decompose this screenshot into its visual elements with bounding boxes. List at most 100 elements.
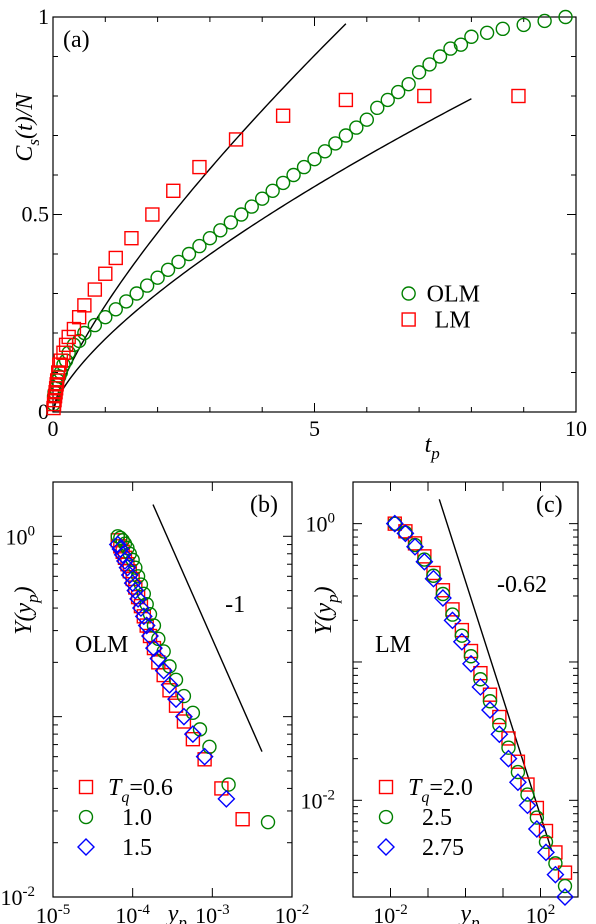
data-point <box>445 607 460 622</box>
x-tick-label: 5 <box>309 416 320 441</box>
data-point <box>492 717 507 733</box>
legend-marker <box>378 779 394 795</box>
x-tick-exp: -4 <box>137 902 150 918</box>
data-point <box>510 764 526 780</box>
y-tick-exp: 0 <box>328 511 336 527</box>
data-point <box>417 552 432 567</box>
svg-text:yp: yp <box>458 901 479 924</box>
data-point <box>520 787 535 802</box>
data-point <box>255 191 270 206</box>
data-point <box>537 13 552 29</box>
data-point <box>144 639 163 658</box>
data-point <box>426 565 441 581</box>
data-point <box>432 49 448 64</box>
data-point <box>481 700 499 719</box>
data-point <box>501 740 516 755</box>
data-point <box>406 537 424 556</box>
data-point <box>317 144 333 159</box>
data-point <box>108 302 123 317</box>
data-point <box>174 707 193 726</box>
data-point <box>56 345 71 360</box>
y-tick-base: 10 <box>306 512 328 537</box>
svg-text:tp: tp <box>425 432 440 463</box>
data-point <box>176 688 192 704</box>
data-point <box>113 545 132 564</box>
y-tick-exp: -2 <box>23 884 36 900</box>
x-tick-label: 10-3 <box>195 902 230 924</box>
data-point <box>415 552 434 571</box>
data-point <box>518 796 537 815</box>
data-point <box>548 856 563 871</box>
data-point <box>228 132 244 147</box>
legend-marker <box>378 809 394 825</box>
y-tick-label: 0 <box>38 399 49 424</box>
data-point <box>151 631 166 647</box>
x-tick-label: 10-4 <box>115 902 150 924</box>
data-point <box>511 88 526 104</box>
data-point <box>328 136 343 151</box>
legend-marker <box>77 838 95 857</box>
data-point <box>538 834 554 850</box>
panel-annotation: LM <box>375 632 411 658</box>
plot-frame <box>352 481 579 898</box>
data-point <box>197 752 212 767</box>
panel-label: (a) <box>63 27 90 53</box>
data-point <box>139 278 155 293</box>
x-tick-base: 10 <box>526 903 548 924</box>
data-point <box>307 151 322 167</box>
data-point <box>370 100 385 116</box>
data-point <box>168 698 184 713</box>
y-axis-label-sub: p <box>23 594 42 604</box>
data-point <box>471 677 490 696</box>
x-axis-label: yp <box>458 901 479 924</box>
x-tick-label: 10 <box>565 416 587 441</box>
data-point <box>265 183 280 199</box>
x-axis-label-sub: p <box>430 444 440 463</box>
data-point <box>463 643 479 659</box>
data-point <box>492 709 507 725</box>
data-point <box>120 566 139 584</box>
data-point <box>461 654 480 673</box>
data-point <box>171 254 186 270</box>
y-axis-label-rest: ) <box>11 586 37 596</box>
data-point <box>424 569 443 588</box>
data-point <box>192 238 207 254</box>
data-point <box>115 551 134 570</box>
data-point <box>221 777 236 792</box>
data-point <box>556 888 574 906</box>
data-point <box>338 92 354 108</box>
legend-label: 1.0 <box>122 805 152 831</box>
data-point <box>119 294 134 309</box>
fit-curve-lm <box>52 23 347 413</box>
series-b-2 <box>108 535 236 808</box>
x-axis-label-main: y <box>166 901 179 924</box>
data-point <box>463 649 479 664</box>
data-point <box>223 215 239 230</box>
x-axis-label-sub: p <box>177 913 187 924</box>
data-point <box>452 632 471 651</box>
data-point <box>183 725 202 744</box>
x-tick-exp: -2 <box>297 902 310 918</box>
data-point <box>508 773 527 792</box>
y-tick-exp: -2 <box>323 787 336 803</box>
y-tick-label: 0.5 <box>22 202 50 227</box>
svg-text:Y(yp): Y(yp) <box>11 586 42 635</box>
data-point <box>390 84 406 100</box>
x-tick-label: 10-5 <box>36 902 71 924</box>
legend-value: =2.0 <box>429 775 473 801</box>
data-point <box>558 9 573 25</box>
y-axis-label-main: Y(y <box>311 603 337 635</box>
series-a-0 <box>46 9 573 412</box>
data-point <box>490 725 509 744</box>
x-tick-label: 0 <box>48 416 59 441</box>
data-point <box>401 76 416 92</box>
slope-label: -0.62 <box>497 572 547 598</box>
data-point <box>87 282 103 297</box>
y-axis-label-rest: (t)/N <box>12 92 38 139</box>
y-axis-label: Y(yp) <box>11 586 42 635</box>
y-axis-label-rest: ) <box>311 586 337 596</box>
data-point <box>185 731 201 747</box>
data-point <box>52 357 67 372</box>
data-point <box>77 325 92 341</box>
